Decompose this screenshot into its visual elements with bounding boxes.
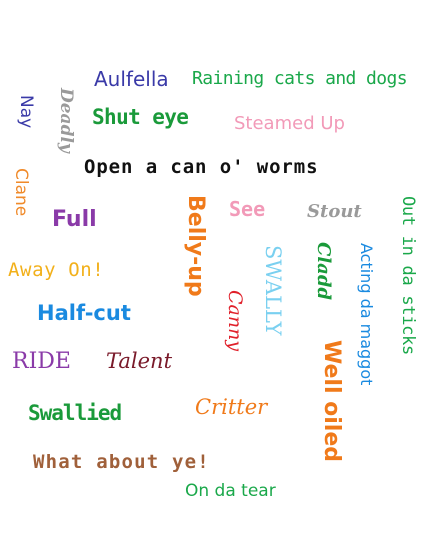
word-open-a-can-o-worms: Open a can o' worms [84,156,319,178]
word-half-cut: Half-cut [37,301,131,325]
word-on-da-tear: On da tear [185,481,276,501]
word-ride: RIDE [12,349,71,374]
word-see: See [229,197,266,221]
word-stout: Stout [307,201,362,222]
word-well-oiled: Well oiled [319,340,344,463]
word-critter: Critter [195,395,268,419]
word-nay: Nay [16,95,36,129]
word-acting-da-maggot: Acting da maggot [357,243,376,386]
word-raining-cats-and-dogs: Raining cats and dogs [192,68,408,89]
word-deadly: Deadly [56,88,76,153]
word-swallied: Swallied [28,401,122,425]
word-what-about-ye: What about ye! [33,451,210,473]
word-shut-eye: Shut eye [92,105,189,129]
word-aulfella: Aulfella [94,67,169,91]
word-full: Full [52,207,97,232]
word-swally: SWALLY [261,245,285,336]
word-talent: Talent [106,349,173,373]
word-out-in-da-sticks: Out in da sticks [398,196,418,355]
word-away-on: Away On! [8,259,105,281]
word-clane: Clane [11,168,31,217]
word-canny: Canny [224,290,246,352]
word-steamed-up: Steamed Up [234,113,345,134]
word-cladd: Cladd [313,242,334,300]
word-belly-up: Belly-up [183,195,208,297]
